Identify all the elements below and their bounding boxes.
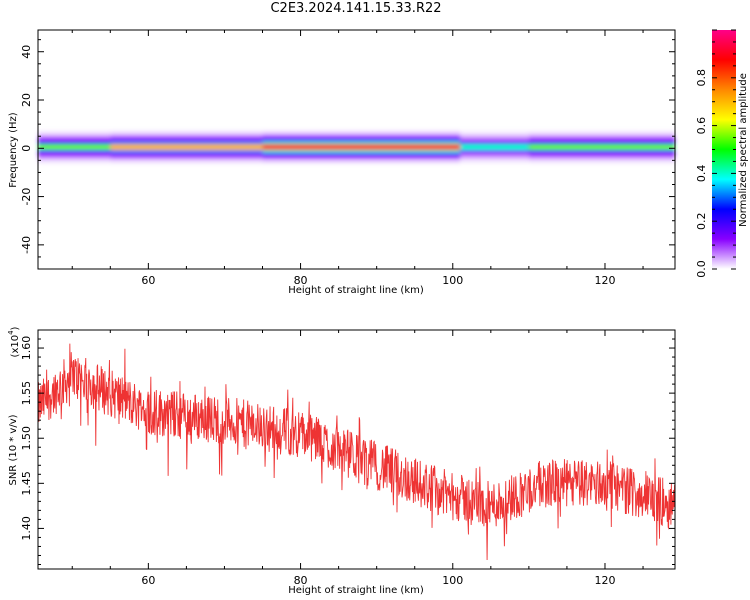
x-tick-label: 60	[141, 274, 155, 287]
spectrogram-panel: 60 80 100 120 -40 -20 0 20 40 Height of straigh…	[8, 29, 676, 296]
y-tick-label: -40	[20, 236, 33, 254]
spectrogram-x-ticks: 60 80 100 120	[71, 30, 644, 287]
colorbar-tick-label: 0.0	[695, 260, 708, 278]
band-cell	[38, 144, 111, 150]
snr-y-ticks: 1.40 1.45 1.50 1.55 1.60	[20, 329, 675, 565]
colorbar-tick-label: 0.8	[695, 69, 708, 87]
y-tick-label: 1.45	[20, 471, 33, 496]
snr-y-label: SNR (10 * v/v)	[8, 414, 19, 485]
colorbar-tick-label: 0.4	[695, 165, 708, 183]
colorbar-label: Normalized spectral amplitude	[738, 73, 749, 227]
y-tick-label: -20	[20, 188, 33, 206]
y-tick-label: 1.60	[20, 336, 33, 361]
snr-frame	[37, 329, 676, 570]
svg-text:(x104): (x104)	[7, 326, 21, 357]
snr-panel: 60 80 100 120 1.40 1.45 1.50 1.55 1.60 Height o…	[7, 326, 676, 596]
spectrogram-frame	[37, 29, 676, 270]
colorbar-tick-label: 0.6	[695, 117, 708, 135]
colorbar-gradient	[712, 30, 736, 269]
x-tick-label: 100	[442, 574, 463, 587]
snr-x-label: Height of straight line (km)	[288, 585, 424, 596]
x-tick-label: 120	[594, 274, 615, 287]
colorbar-ticks: 0.0 0.2 0.4 0.6 0.8	[695, 29, 736, 278]
colorbar-tick-label: 0.2	[695, 212, 708, 230]
band-cell	[262, 144, 461, 150]
x-tick-label: 80	[294, 274, 308, 287]
spectrogram-x-label: Height of straight line (km)	[288, 285, 424, 296]
x-tick-label: 100	[442, 274, 463, 287]
multiplier-exponent: 4	[7, 330, 15, 335]
x-tick-label: 120	[594, 574, 615, 587]
y-tick-label: 1.55	[20, 381, 33, 406]
chart-title: C2E3.2024.141.15.33.R22	[270, 1, 442, 16]
band-cell	[528, 144, 675, 150]
y-tick-label: 20	[20, 93, 33, 107]
x-tick-label: 80	[294, 574, 308, 587]
x-tick-label: 60	[141, 574, 155, 587]
multiplier-suffix: )	[10, 326, 21, 330]
band-cell	[110, 144, 263, 150]
y-tick-label: 0	[20, 145, 33, 152]
y-tick-label: 40	[20, 45, 33, 59]
snr-multiplier: (x104)	[7, 326, 21, 357]
y-tick-label: 1.40	[20, 516, 33, 541]
spectrogram-y-ticks: -40 -20 0 20 40	[20, 39, 675, 270]
snr-x-ticks: 60 80 100 120	[71, 330, 644, 587]
colorbar: 0.0 0.2 0.4 0.6 0.8 Normalized spectral ampl…	[695, 29, 749, 278]
spectrogram-band-layers	[38, 131, 675, 164]
band-cell	[460, 144, 529, 150]
y-tick-label: 1.50	[20, 426, 33, 451]
snr-series-line	[38, 343, 675, 561]
multiplier-prefix: (x10	[10, 335, 21, 358]
spectrogram-band	[38, 131, 675, 164]
spectrogram-y-label: Frequency (Hz)	[8, 112, 19, 188]
